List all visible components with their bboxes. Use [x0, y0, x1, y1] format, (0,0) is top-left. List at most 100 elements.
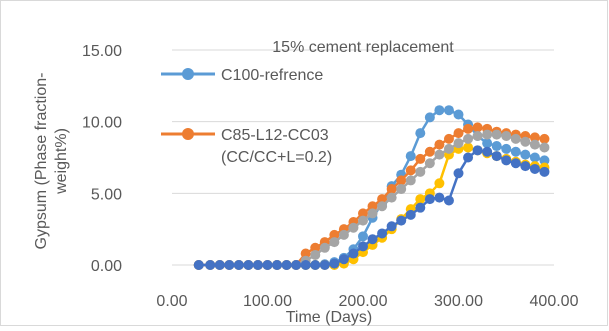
data-point	[281, 260, 292, 270]
data-point	[377, 201, 388, 212]
data-point	[310, 260, 321, 270]
series-layer	[193, 105, 550, 270]
legend-swatch-marker	[182, 128, 194, 140]
data-point	[405, 175, 416, 186]
data-point	[291, 260, 302, 270]
data-point	[262, 260, 273, 270]
data-point	[405, 165, 416, 176]
data-point	[443, 143, 454, 154]
data-point	[463, 133, 474, 144]
data-point	[367, 201, 378, 212]
data-point	[539, 133, 550, 144]
y-axis-label-text: Gypsum (Phase fraction-weight%)	[33, 73, 70, 250]
data-point	[501, 131, 512, 141]
data-point	[520, 136, 531, 147]
axis-tick-labels: 0.00 5.00 10.00 15.00 0.00 100.00 200.00 300.00…	[82, 43, 579, 310]
data-point	[510, 133, 521, 144]
data-point	[434, 149, 445, 160]
legend-swatch-marker	[182, 68, 194, 80]
data-point	[252, 260, 263, 270]
data-point	[367, 234, 378, 245]
x-tick-label: 200.00	[339, 293, 388, 310]
data-point	[463, 123, 474, 134]
data-point	[415, 128, 426, 139]
data-point	[443, 105, 454, 116]
x-tick-label: 300.00	[434, 293, 483, 310]
data-point	[214, 260, 225, 270]
data-point	[539, 142, 550, 153]
data-point	[453, 109, 464, 120]
data-point	[405, 151, 416, 162]
data-point	[193, 260, 204, 270]
y-tick-label: 5.00	[91, 186, 122, 203]
data-point	[233, 260, 244, 270]
data-point	[491, 129, 502, 140]
data-point	[367, 208, 378, 219]
data-point	[300, 248, 311, 259]
data-point	[510, 146, 521, 157]
data-point	[329, 258, 340, 269]
data-point	[424, 194, 435, 205]
data-point	[424, 112, 435, 123]
data-point	[396, 215, 407, 226]
data-point	[396, 184, 407, 195]
data-point	[396, 175, 407, 186]
data-point	[319, 242, 330, 253]
data-point	[338, 254, 349, 265]
data-point	[501, 155, 512, 166]
data-point	[424, 146, 435, 157]
y-tick-label: 15.00	[82, 43, 122, 60]
legend-entry: C100-refrence	[161, 67, 323, 84]
legend: C100-refrence C85-L12-CC03 (CC/CC+L=0.2)	[161, 67, 332, 166]
data-point	[520, 149, 531, 160]
data-point	[348, 222, 359, 233]
y-tick-label: 10.00	[82, 115, 122, 132]
y-tick-label: 0.00	[91, 258, 122, 275]
data-point	[224, 260, 235, 270]
data-point	[510, 158, 521, 169]
data-point	[539, 155, 550, 166]
data-point	[329, 229, 340, 240]
data-point	[482, 146, 493, 157]
grid-lines	[172, 49, 554, 266]
data-point	[472, 122, 483, 133]
data-point	[520, 161, 531, 172]
data-point	[405, 209, 416, 220]
data-point	[348, 248, 359, 259]
data-point	[463, 142, 474, 153]
data-point	[529, 152, 540, 163]
data-point	[329, 237, 340, 248]
legend-label: C85-L12-CC03	[221, 127, 329, 144]
data-point	[377, 194, 388, 205]
data-point	[319, 260, 330, 270]
legend-label: (CC/CC+L=0.2)	[221, 149, 332, 166]
data-point	[415, 194, 426, 205]
data-point	[338, 229, 349, 240]
data-point	[415, 166, 426, 177]
data-point	[205, 260, 216, 270]
data-point	[415, 202, 426, 213]
data-point	[358, 208, 368, 219]
data-point	[463, 152, 474, 163]
data-point	[472, 145, 483, 156]
x-tick-label: 100.00	[243, 293, 292, 310]
data-point	[529, 132, 540, 143]
data-point	[482, 138, 493, 149]
data-point	[386, 221, 397, 232]
data-point	[501, 143, 512, 154]
x-tick-label: 0.00	[156, 293, 187, 310]
data-point	[358, 241, 368, 252]
data-point	[453, 128, 464, 139]
data-point	[377, 228, 388, 239]
data-point	[424, 158, 435, 169]
data-point	[272, 260, 283, 270]
data-point	[529, 139, 540, 150]
data-point	[310, 242, 321, 253]
data-point	[434, 178, 445, 189]
data-point	[491, 141, 502, 152]
data-point	[443, 133, 454, 144]
data-point	[482, 129, 493, 140]
line-chart: 0.00 5.00 10.00 15.00 0.00 100.00 200.00 300.00…	[33, 39, 579, 326]
data-point	[358, 231, 368, 242]
